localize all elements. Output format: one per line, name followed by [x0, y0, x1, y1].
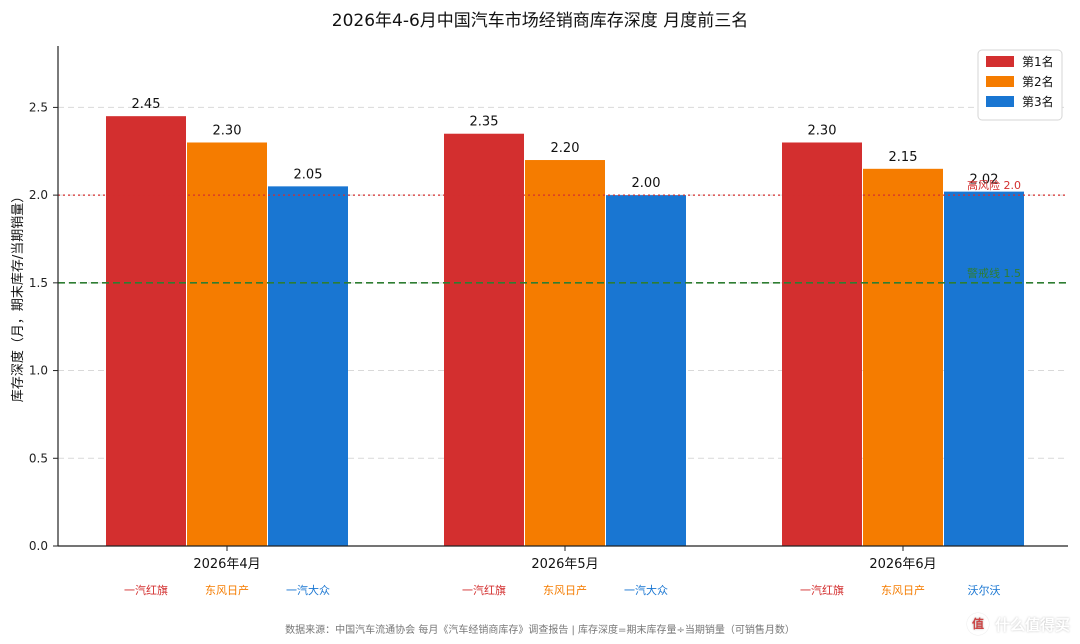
brand-label: 东风日产: [543, 583, 587, 597]
x-tick-label: 2026年4月: [193, 557, 260, 572]
bar-layer: [106, 116, 1024, 547]
label-layer: 0.0 0.5 1.0 1.5 2.0 2.5 2.45 一汽红旗 2.30 东风日产 2.05 一汽…: [10, 97, 1021, 597]
data-label: 2.45: [132, 97, 161, 112]
legend-label: 第2名: [1022, 74, 1054, 89]
brand-label: 一汽红旗: [124, 583, 168, 597]
watermark: 值 什么值得买: [950, 610, 1070, 638]
x-tick-label: 2026年5月: [531, 557, 598, 572]
brand-label: 一汽红旗: [462, 583, 506, 597]
data-label: 2.35: [470, 115, 499, 130]
legend-label: 第1名: [1022, 54, 1054, 69]
brand-label: 沃尔沃: [968, 584, 1001, 597]
bar: [187, 142, 267, 547]
bar: [106, 116, 186, 546]
legend-swatch: [986, 56, 1014, 67]
y-tick-label: 2.0: [29, 188, 48, 202]
y-axis-title: 库存深度（月，期末库存/当期销量）: [10, 190, 26, 402]
y-tick-label: 1.0: [29, 364, 48, 378]
bar: [782, 142, 862, 547]
y-tick-label: 0.0: [29, 539, 48, 553]
data-label: 2.02: [970, 173, 999, 188]
legend-label: 第3名: [1022, 94, 1054, 109]
watermark-text: 什么值得买: [994, 615, 1070, 634]
x-tick-label: 2026年6月: [869, 557, 936, 572]
y-tick-label: 0.5: [29, 451, 48, 465]
brand-label: 一汽大众: [286, 583, 330, 597]
legend-swatch: [986, 96, 1014, 107]
y-tick-label: 1.5: [29, 276, 48, 290]
data-label: 2.30: [213, 123, 242, 138]
bar: [444, 133, 524, 546]
chart-title: 2026年4-6月中国汽车市场经销商库存深度 月度前三名: [331, 11, 749, 31]
reference-line-label: 警戒线 1.5: [967, 266, 1021, 280]
bar: [525, 160, 605, 546]
bar: [268, 186, 348, 546]
brand-label: 东风日产: [881, 583, 925, 597]
brand-label: 东风日产: [205, 583, 249, 597]
watermark-logo-icon: 值: [966, 613, 989, 635]
data-label: 2.00: [632, 176, 661, 191]
reference-line-label: 高风险 2.0: [967, 178, 1021, 192]
bar: [606, 195, 686, 546]
data-label: 2.30: [808, 123, 837, 138]
data-label: 2.15: [889, 150, 918, 165]
bar: [944, 191, 1024, 547]
source-note: 数据来源：中国汽车流通协会 每月《汽车经销商库存》调查报告 | 库存深度=期末库…: [285, 625, 795, 636]
data-label: 2.20: [551, 141, 580, 156]
axes-layer: [53, 46, 1068, 551]
reference-line-layer: [58, 194, 1068, 284]
y-tick-label: 2.5: [29, 100, 48, 114]
data-label: 2.05: [294, 167, 323, 182]
brand-label: 一汽红旗: [800, 583, 844, 597]
bar: [863, 168, 943, 547]
brand-label: 一汽大众: [624, 583, 668, 597]
legend-swatch: [986, 76, 1014, 87]
